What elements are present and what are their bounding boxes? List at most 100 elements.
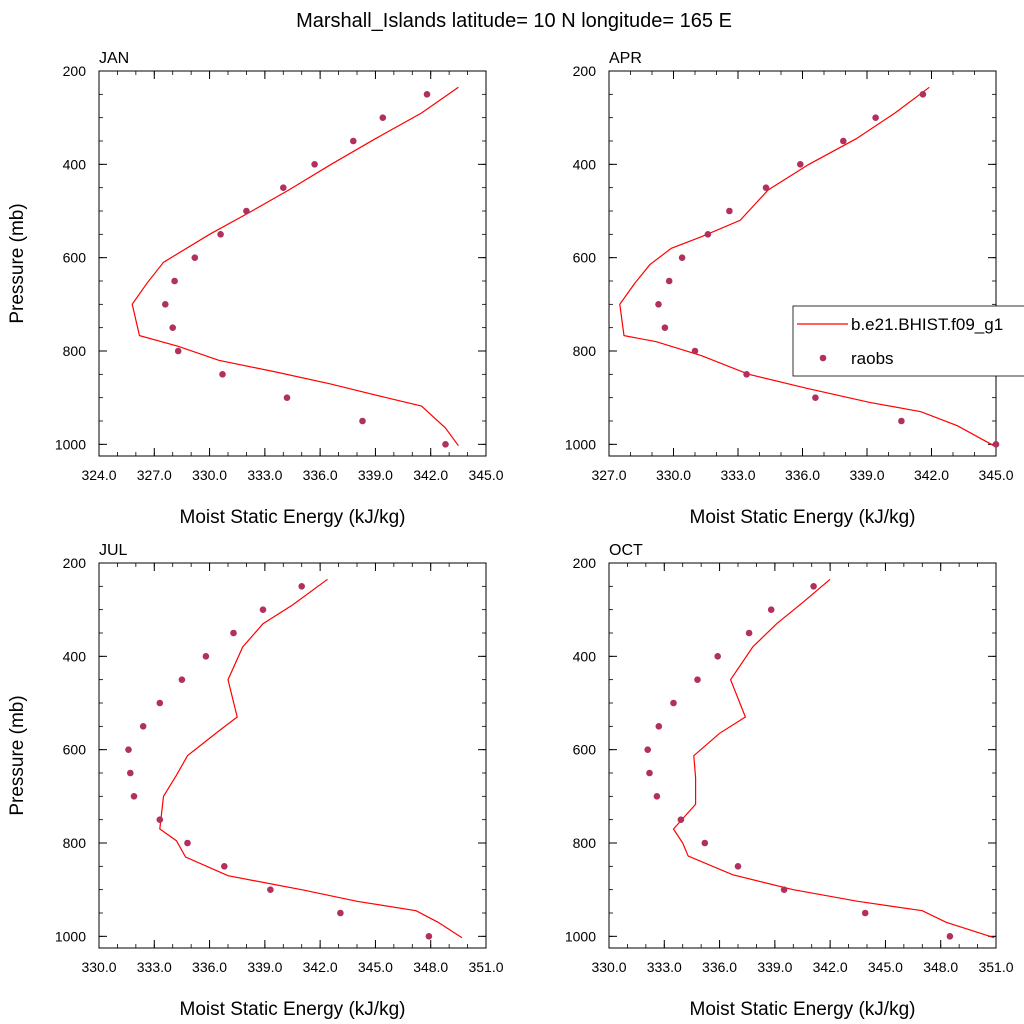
x-tick-label: 348.0 bbox=[923, 959, 958, 975]
panel-title: JAN bbox=[99, 50, 129, 67]
raobs-point bbox=[191, 254, 199, 261]
panel-apr: APR 327.0 330.0 333.0 336.0 339.0 342.0 345.0 20… bbox=[565, 50, 1014, 528]
raobs-point bbox=[655, 723, 663, 730]
x-tick-label: 336.0 bbox=[303, 467, 338, 483]
raobs-point bbox=[670, 699, 677, 707]
y-tick-label: 400 bbox=[573, 156, 597, 172]
x-tick-label: 336.0 bbox=[192, 959, 227, 975]
y-tick-label: 800 bbox=[63, 835, 87, 851]
legend-box bbox=[792, 305, 1024, 377]
x-tick-label: 336.0 bbox=[785, 467, 820, 483]
raobs-point bbox=[169, 324, 176, 332]
x-tick-label: 342.0 bbox=[914, 467, 949, 483]
x-tick-label: 339.0 bbox=[358, 467, 393, 483]
raobs-point bbox=[655, 301, 662, 308]
y-tick-label: 600 bbox=[573, 250, 597, 266]
raobs-point bbox=[677, 816, 685, 823]
raobs-point bbox=[726, 207, 733, 215]
raobs-point bbox=[691, 347, 699, 355]
raobs-point bbox=[139, 723, 147, 730]
raobs-point bbox=[130, 793, 138, 800]
y-tick-label: 1000 bbox=[55, 436, 86, 452]
legend: b.e21.BHIST.f09_g1 raobs bbox=[792, 305, 1024, 377]
y-tick-label: 600 bbox=[573, 742, 597, 758]
raobs-point bbox=[311, 161, 318, 168]
raobs-point bbox=[156, 699, 164, 707]
raobs-point bbox=[267, 886, 274, 893]
raobs-point bbox=[280, 184, 287, 191]
x-tick-label: 345.0 bbox=[978, 467, 1013, 483]
x-tick-label: 348.0 bbox=[413, 959, 448, 975]
raobs-point bbox=[661, 324, 669, 332]
legend-marker-label: raobs bbox=[851, 349, 894, 368]
y-tick-label: 800 bbox=[63, 343, 87, 359]
model-line bbox=[131, 86, 459, 447]
raobs-point bbox=[704, 231, 712, 238]
model-line bbox=[159, 578, 463, 939]
y-tick-label: 1000 bbox=[55, 928, 86, 944]
plot-frame bbox=[608, 70, 997, 457]
x-tick-label: 333.0 bbox=[647, 959, 682, 975]
x-tick-label: 330.0 bbox=[192, 467, 227, 483]
panel-jul: JUL 330.0 333.0 336.0 339.0 342.0 345.0 348.0 35… bbox=[7, 542, 504, 1020]
y-tick-label: 200 bbox=[63, 63, 87, 79]
raobs-point bbox=[230, 629, 237, 637]
plot-frame bbox=[608, 562, 997, 949]
raobs-point bbox=[283, 394, 291, 402]
raobs-point bbox=[162, 301, 169, 308]
x-tick-label: 327.0 bbox=[591, 467, 626, 483]
x-axis-title: Moist Static Energy (kJ/kg) bbox=[690, 999, 916, 1020]
legend-marker-swatch bbox=[819, 354, 827, 362]
raobs-point bbox=[171, 277, 178, 285]
x-tick-label: 336.0 bbox=[702, 959, 737, 975]
raobs-point bbox=[762, 184, 770, 191]
x-axis-title: Moist Static Energy (kJ/kg) bbox=[180, 999, 406, 1020]
raobs-point bbox=[125, 746, 132, 753]
x-tick-label: 333.0 bbox=[247, 467, 282, 483]
y-tick-label: 800 bbox=[573, 835, 597, 851]
raobs-point bbox=[767, 606, 775, 613]
raobs-point bbox=[202, 653, 210, 660]
raobs-point bbox=[156, 816, 164, 823]
x-axis-title: Moist Static Energy (kJ/kg) bbox=[180, 507, 406, 528]
raobs-point bbox=[337, 909, 344, 917]
y-tick-label: 400 bbox=[573, 648, 597, 664]
x-tick-label: 351.0 bbox=[978, 959, 1013, 975]
x-tick-label: 351.0 bbox=[468, 959, 503, 975]
raobs-point bbox=[898, 417, 905, 425]
x-tick-label: 330.0 bbox=[656, 467, 691, 483]
plot-frame bbox=[98, 70, 487, 457]
panel-title: OCT bbox=[609, 542, 643, 559]
raobs-point bbox=[872, 114, 879, 121]
x-tick-label: 330.0 bbox=[591, 959, 626, 975]
raobs-point bbox=[734, 863, 742, 870]
x-tick-label: 324.0 bbox=[81, 467, 116, 483]
x-tick-label: 345.0 bbox=[868, 959, 903, 975]
x-tick-label: 333.0 bbox=[720, 467, 755, 483]
figure-title: Marshall_Islands latitude= 10 N longitud… bbox=[296, 10, 732, 32]
raobs-point bbox=[259, 606, 267, 613]
raobs-point bbox=[298, 583, 306, 590]
y-tick-label: 400 bbox=[63, 648, 87, 664]
raobs-point bbox=[678, 254, 686, 261]
y-tick-label: 600 bbox=[63, 250, 87, 266]
raobs-point bbox=[694, 676, 701, 683]
raobs-point bbox=[701, 839, 709, 847]
raobs-point bbox=[442, 441, 449, 448]
panel-oct: OCT 330.0 333.0 336.0 339.0 342.0 345.0 348.0 35… bbox=[565, 542, 1014, 1020]
raobs-point bbox=[184, 839, 191, 847]
raobs-point bbox=[646, 769, 653, 777]
y-tick-label: 200 bbox=[573, 63, 597, 79]
y-tick-label: 400 bbox=[63, 156, 87, 172]
raobs-point bbox=[797, 161, 804, 168]
raobs-point bbox=[221, 863, 228, 870]
raobs-point bbox=[840, 137, 847, 145]
raobs-point bbox=[665, 277, 673, 285]
x-axis-title: Moist Static Energy (kJ/kg) bbox=[690, 507, 916, 528]
y-tick-label: 200 bbox=[63, 555, 87, 571]
panel-jan: JAN 324.0 327.0 330.0 333.0 336.0 339.0 342.0 34… bbox=[7, 50, 504, 528]
raobs-point bbox=[127, 769, 134, 777]
panel-title: APR bbox=[609, 50, 642, 67]
y-tick-label: 200 bbox=[573, 555, 597, 571]
